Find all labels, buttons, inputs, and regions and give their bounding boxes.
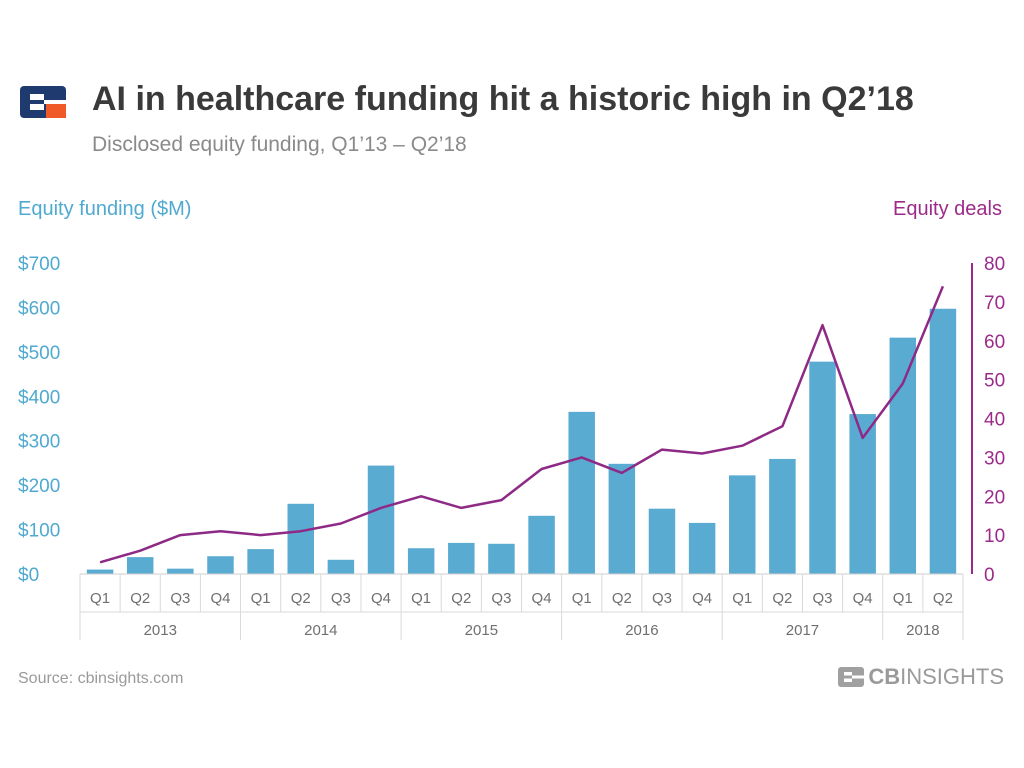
quarter-label: Q4 xyxy=(853,590,873,607)
year-label: 2013 xyxy=(144,622,177,639)
year-label: 2016 xyxy=(625,622,658,639)
funding-bar xyxy=(86,569,114,574)
funding-bar xyxy=(769,458,796,574)
funding-bar xyxy=(488,543,515,574)
quarter-label: Q4 xyxy=(371,590,391,607)
quarter-label: Q1 xyxy=(732,590,752,607)
funding-bar xyxy=(327,559,355,574)
right-tick-label: 20 xyxy=(984,487,1005,508)
funding-bar xyxy=(407,548,435,574)
right-tick-label: 40 xyxy=(984,410,1005,431)
left-tick-label: $500 xyxy=(18,343,60,364)
source-note: Source: cbinsights.com xyxy=(18,670,184,687)
quarter-label: Q2 xyxy=(933,590,953,607)
funding-bar xyxy=(167,568,194,574)
funding-bar xyxy=(648,508,676,574)
funding-bar xyxy=(809,361,836,574)
funding-bar xyxy=(688,522,716,574)
left-tick-label: $100 xyxy=(18,521,60,542)
funding-bar xyxy=(367,465,395,574)
cbinsights-brand: CB INSIGHTS xyxy=(838,664,1004,690)
quarter-label: Q4 xyxy=(210,590,230,607)
funding-bar xyxy=(729,475,756,574)
left-tick-label: $600 xyxy=(18,298,60,319)
left-tick-label: $300 xyxy=(18,432,60,453)
funding-bar xyxy=(528,515,555,574)
right-tick-label: 50 xyxy=(984,371,1005,392)
brand-cb-text: CB xyxy=(868,664,901,689)
left-tick-label: $400 xyxy=(18,387,60,408)
quarter-label: Q3 xyxy=(652,590,672,607)
left-tick-label: $700 xyxy=(18,254,60,275)
quarter-label: Q2 xyxy=(291,590,311,607)
left-tick-label: $200 xyxy=(18,476,60,497)
quarter-label: Q2 xyxy=(451,590,471,607)
quarter-label: Q3 xyxy=(170,590,190,607)
quarter-label: Q1 xyxy=(90,590,110,607)
right-tick-label: 10 xyxy=(984,526,1005,547)
year-label: 2018 xyxy=(906,622,939,639)
quarter-label: Q3 xyxy=(331,590,351,607)
quarter-label: Q2 xyxy=(612,590,632,607)
right-tick-label: 60 xyxy=(984,332,1005,353)
left-axis-label: Equity funding ($M) xyxy=(18,198,192,220)
deals-line xyxy=(99,285,945,564)
funding-bar xyxy=(849,414,876,574)
chart-title: AI in healthcare funding hit a historic … xyxy=(92,80,914,118)
right-tick-label: 0 xyxy=(984,565,995,586)
year-label: 2014 xyxy=(304,622,337,639)
quarter-label: Q2 xyxy=(130,590,150,607)
funding-bar xyxy=(448,542,475,574)
right-axis-label: Equity deals xyxy=(893,198,1002,220)
left-tick-label: $0 xyxy=(18,565,39,586)
funding-bar xyxy=(889,337,917,574)
quarter-label: Q1 xyxy=(411,590,431,607)
funding-bar xyxy=(929,308,957,574)
quarter-label: Q2 xyxy=(772,590,792,607)
chart-subtitle: Disclosed equity funding, Q1’13 – Q2’18 xyxy=(92,133,467,156)
funding-bar xyxy=(608,463,636,574)
year-label: 2015 xyxy=(465,622,498,639)
quarter-label: Q1 xyxy=(572,590,592,607)
quarter-label: Q4 xyxy=(532,590,552,607)
right-tick-label: 70 xyxy=(984,293,1005,314)
year-label: 2017 xyxy=(786,622,819,639)
funding-bar xyxy=(126,557,154,574)
quarter-label: Q3 xyxy=(813,590,833,607)
quarter-label: Q1 xyxy=(893,590,913,607)
quarter-label: Q4 xyxy=(692,590,712,607)
right-tick-label: 80 xyxy=(984,254,1005,275)
cb-logo-icon xyxy=(20,86,66,118)
funding-bar xyxy=(287,503,314,574)
quarter-label: Q1 xyxy=(251,590,271,607)
funding-bar xyxy=(207,556,234,574)
cbinsights-logo-icon xyxy=(838,667,865,687)
quarter-label: Q3 xyxy=(491,590,511,607)
funding-bar xyxy=(568,411,595,574)
brand-insights-text: INSIGHTS xyxy=(900,664,1004,689)
funding-bar xyxy=(247,549,274,574)
right-tick-label: 30 xyxy=(984,448,1005,469)
